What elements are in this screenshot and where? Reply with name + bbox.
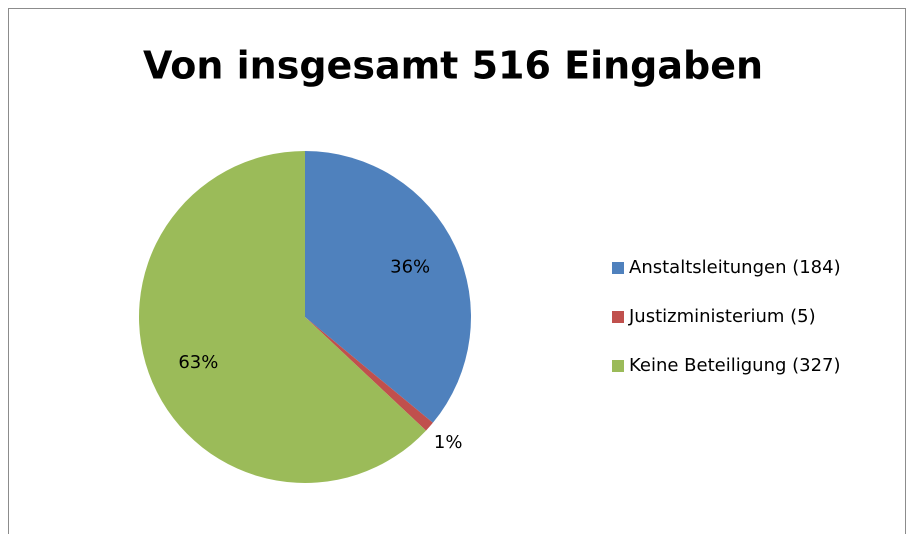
pie-slice (305, 317, 433, 431)
pie-slice (138, 151, 427, 483)
data-label: 1% (434, 432, 463, 453)
legend-label: Justizministerium (5) (628, 306, 816, 327)
legend-swatch (612, 311, 624, 323)
legend-label: Keine Beteiligung (327) (629, 355, 841, 376)
data-label: 63% (178, 352, 218, 373)
legend-swatch (612, 360, 624, 372)
pie-slice (305, 151, 471, 423)
chart-title: Von insgesamt 516 Eingaben (143, 44, 763, 88)
legend-swatch (612, 262, 624, 274)
legend-label: Anstaltsleitungen (184) (629, 257, 841, 278)
chart-frame (8, 8, 906, 534)
data-label: 36% (390, 257, 430, 278)
